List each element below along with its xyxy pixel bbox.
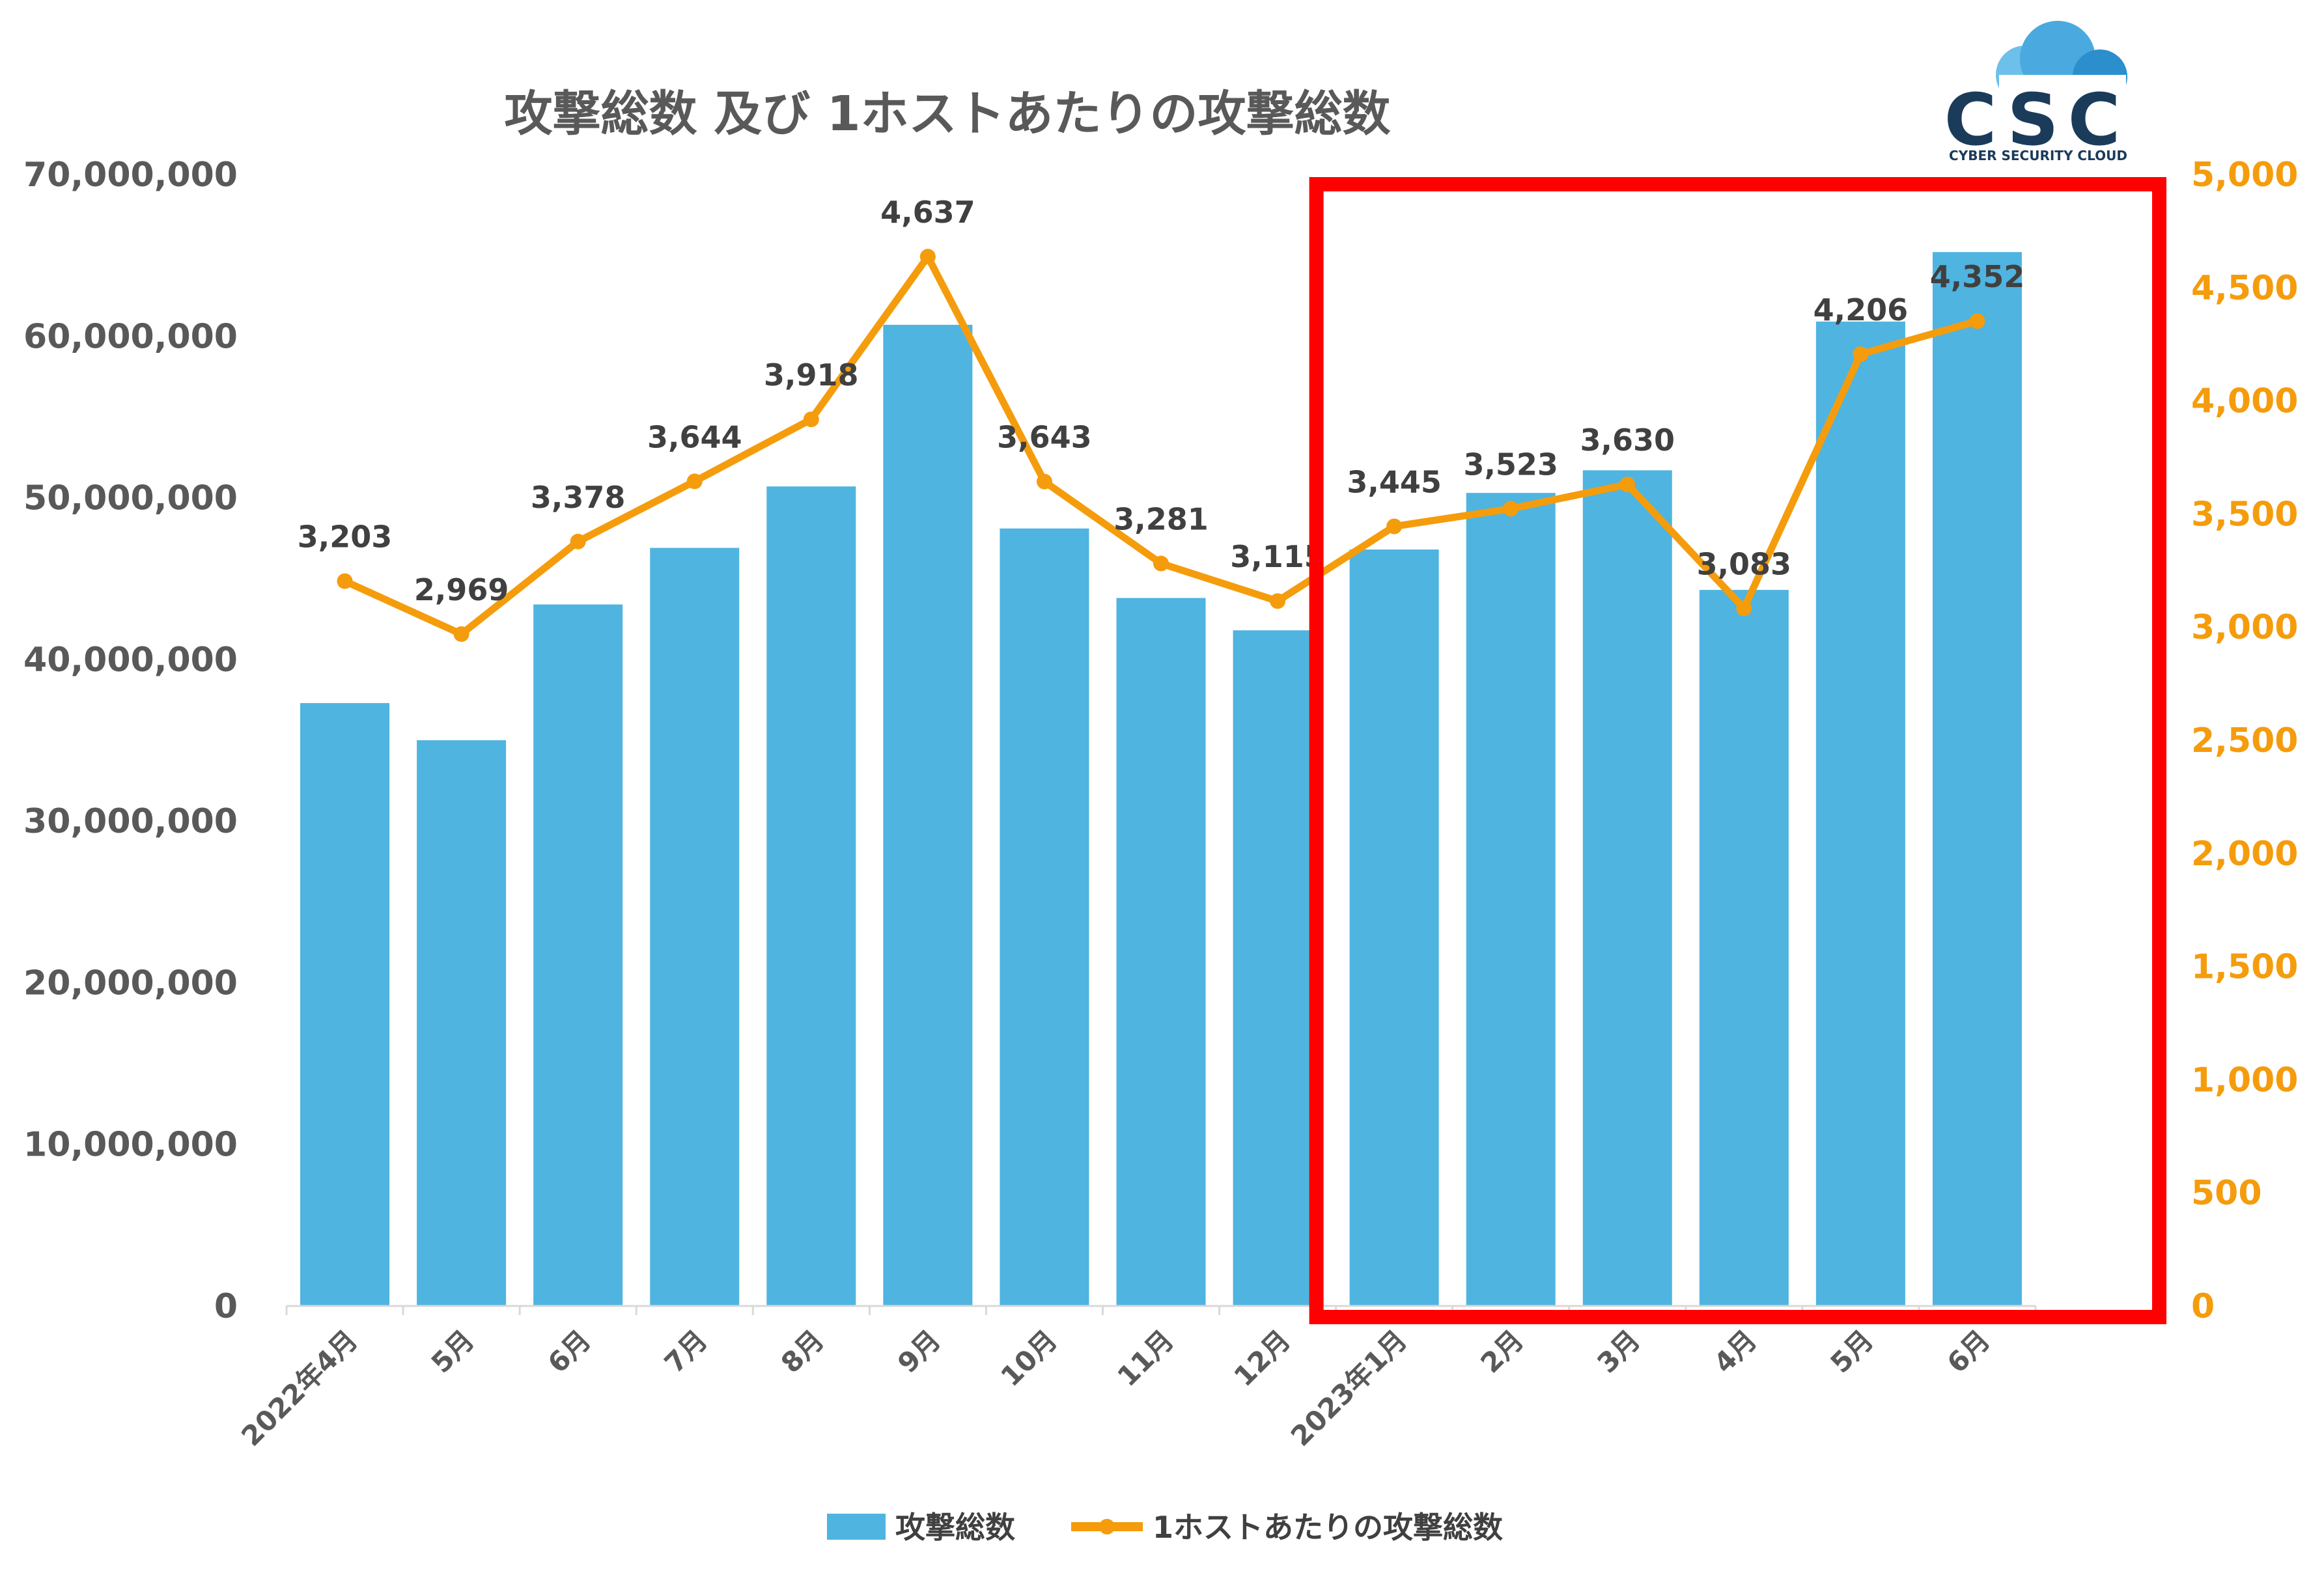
bar [1815,321,1905,1307]
x-tick-label: 12月 [1227,1324,1296,1393]
bar [766,486,856,1306]
line-series [337,249,1985,642]
x-tick-label: 2月 [1474,1324,1530,1379]
legend: 攻撃総数 1ホストあたりの攻撃総数 [827,1510,1503,1545]
right-tick-label: 500 [2191,1174,2262,1213]
data-label: 4,352 [1930,259,2025,294]
x-tick-label: 2023年1月 [1285,1324,1413,1452]
right-tick-label: 1,000 [2191,1061,2298,1100]
line-point [1619,477,1636,493]
highlight-box [1309,177,2166,1324]
legend-marker [1099,1519,1115,1534]
left-tick-label: 40,000,000 [23,641,238,680]
x-tick-label: 8月 [775,1324,830,1379]
line-point [1853,346,1869,362]
bar [1582,470,1672,1307]
x-tick-label: 2022年4月 [235,1324,363,1452]
chart-title: 攻撃総数 及び 1ホストあたりの攻撃総数 [504,86,1390,142]
data-label: 3,630 [1580,423,1675,458]
bar [1233,630,1323,1306]
data-label: 3,083 [1697,546,1792,581]
bar-series [300,252,2022,1307]
data-label: 3,115 [1230,539,1325,574]
x-tick-label: 6月 [1941,1324,1996,1379]
bar [1349,549,1439,1306]
bar [1932,252,2022,1307]
x-tick-label: 11月 [1111,1324,1180,1393]
bar [883,324,973,1306]
data-label: 3,203 [298,520,393,555]
data-label: 3,523 [1463,447,1558,482]
right-axis: 0 500 1,000 1,500 2,000 2,500 3,000 3,500 4,000 4… [2191,156,2298,1326]
data-label: 3,644 [647,419,742,454]
line-point [453,626,469,642]
right-tick-label: 3,500 [2191,495,2298,534]
x-tick-label: 5月 [1824,1324,1879,1379]
data-labels: 3,203 2,969 3,378 3,644 3,918 4,637 3,643 3,281… [298,195,2024,607]
data-label: 2,969 [414,572,509,607]
line-point [1270,593,1286,609]
legend-label-line: 1ホストあたりの攻撃総数 [1153,1510,1503,1545]
x-tick-label: 10月 [994,1324,1063,1393]
right-tick-label: 3,000 [2191,608,2298,647]
bar [1000,528,1089,1306]
left-tick-label: 10,000,000 [23,1126,238,1165]
line-point [1386,518,1403,535]
x-tick-label: 6月 [542,1324,597,1379]
logo-tagline: CYBER SECURITY CLOUD [1949,148,2127,163]
data-label: 3,643 [997,420,1092,455]
data-label: 4,206 [1813,292,1909,327]
data-label: 3,918 [764,357,859,393]
bar [650,548,740,1306]
line-point [686,473,703,490]
right-tick-label: 1,500 [2191,948,2298,987]
bar [1699,590,1789,1307]
legend-label-bar: 攻撃総数 [895,1510,1015,1545]
data-label: 3,445 [1347,465,1442,500]
left-tick-label: 50,000,000 [23,479,238,518]
right-tick-label: 5,000 [2191,156,2298,195]
bar [1466,493,1556,1307]
left-tick-label: 30,000,000 [23,802,238,841]
right-tick-label: 0 [2191,1287,2215,1326]
bar [417,740,507,1306]
data-label: 3,281 [1113,502,1209,537]
line-point [1736,600,1752,617]
bar [300,702,390,1306]
data-label: 4,637 [880,195,975,230]
left-axis: 0 10,000,000 20,000,000 30,000,000 40,000,00… [23,156,238,1326]
x-tick-label: 3月 [1591,1324,1646,1379]
logo: CSC CYBER SECURITY CLOUD [1944,21,2130,163]
line-point [570,533,586,549]
line-point [1503,501,1519,517]
x-tick-label: 9月 [891,1324,947,1379]
right-tick-label: 2,500 [2191,721,2298,760]
x-tick-label: 7月 [658,1324,714,1379]
right-tick-label: 2,000 [2191,835,2298,874]
right-tick-label: 4,000 [2191,382,2298,421]
line-point [803,411,819,428]
logo-text: CSC [1944,78,2130,161]
data-label: 3,378 [531,480,626,515]
left-tick-label: 0 [214,1287,238,1326]
left-tick-label: 70,000,000 [23,156,238,195]
right-tick-label: 4,500 [2191,269,2298,308]
bar [1116,598,1206,1306]
legend-swatch-bar [827,1514,886,1540]
line-point [1036,473,1052,490]
line-point [1969,313,1985,329]
x-tick-label: 4月 [1707,1324,1763,1379]
line-point [337,573,353,589]
left-tick-label: 20,000,000 [23,964,238,1003]
bar [533,604,623,1307]
highlight-rect [1309,177,2166,1324]
left-tick-label: 60,000,000 [23,317,238,356]
cloud-icon [1996,21,2127,104]
line-point [1153,555,1169,572]
line-point [919,249,936,265]
x-tick-label: 5月 [425,1324,481,1379]
